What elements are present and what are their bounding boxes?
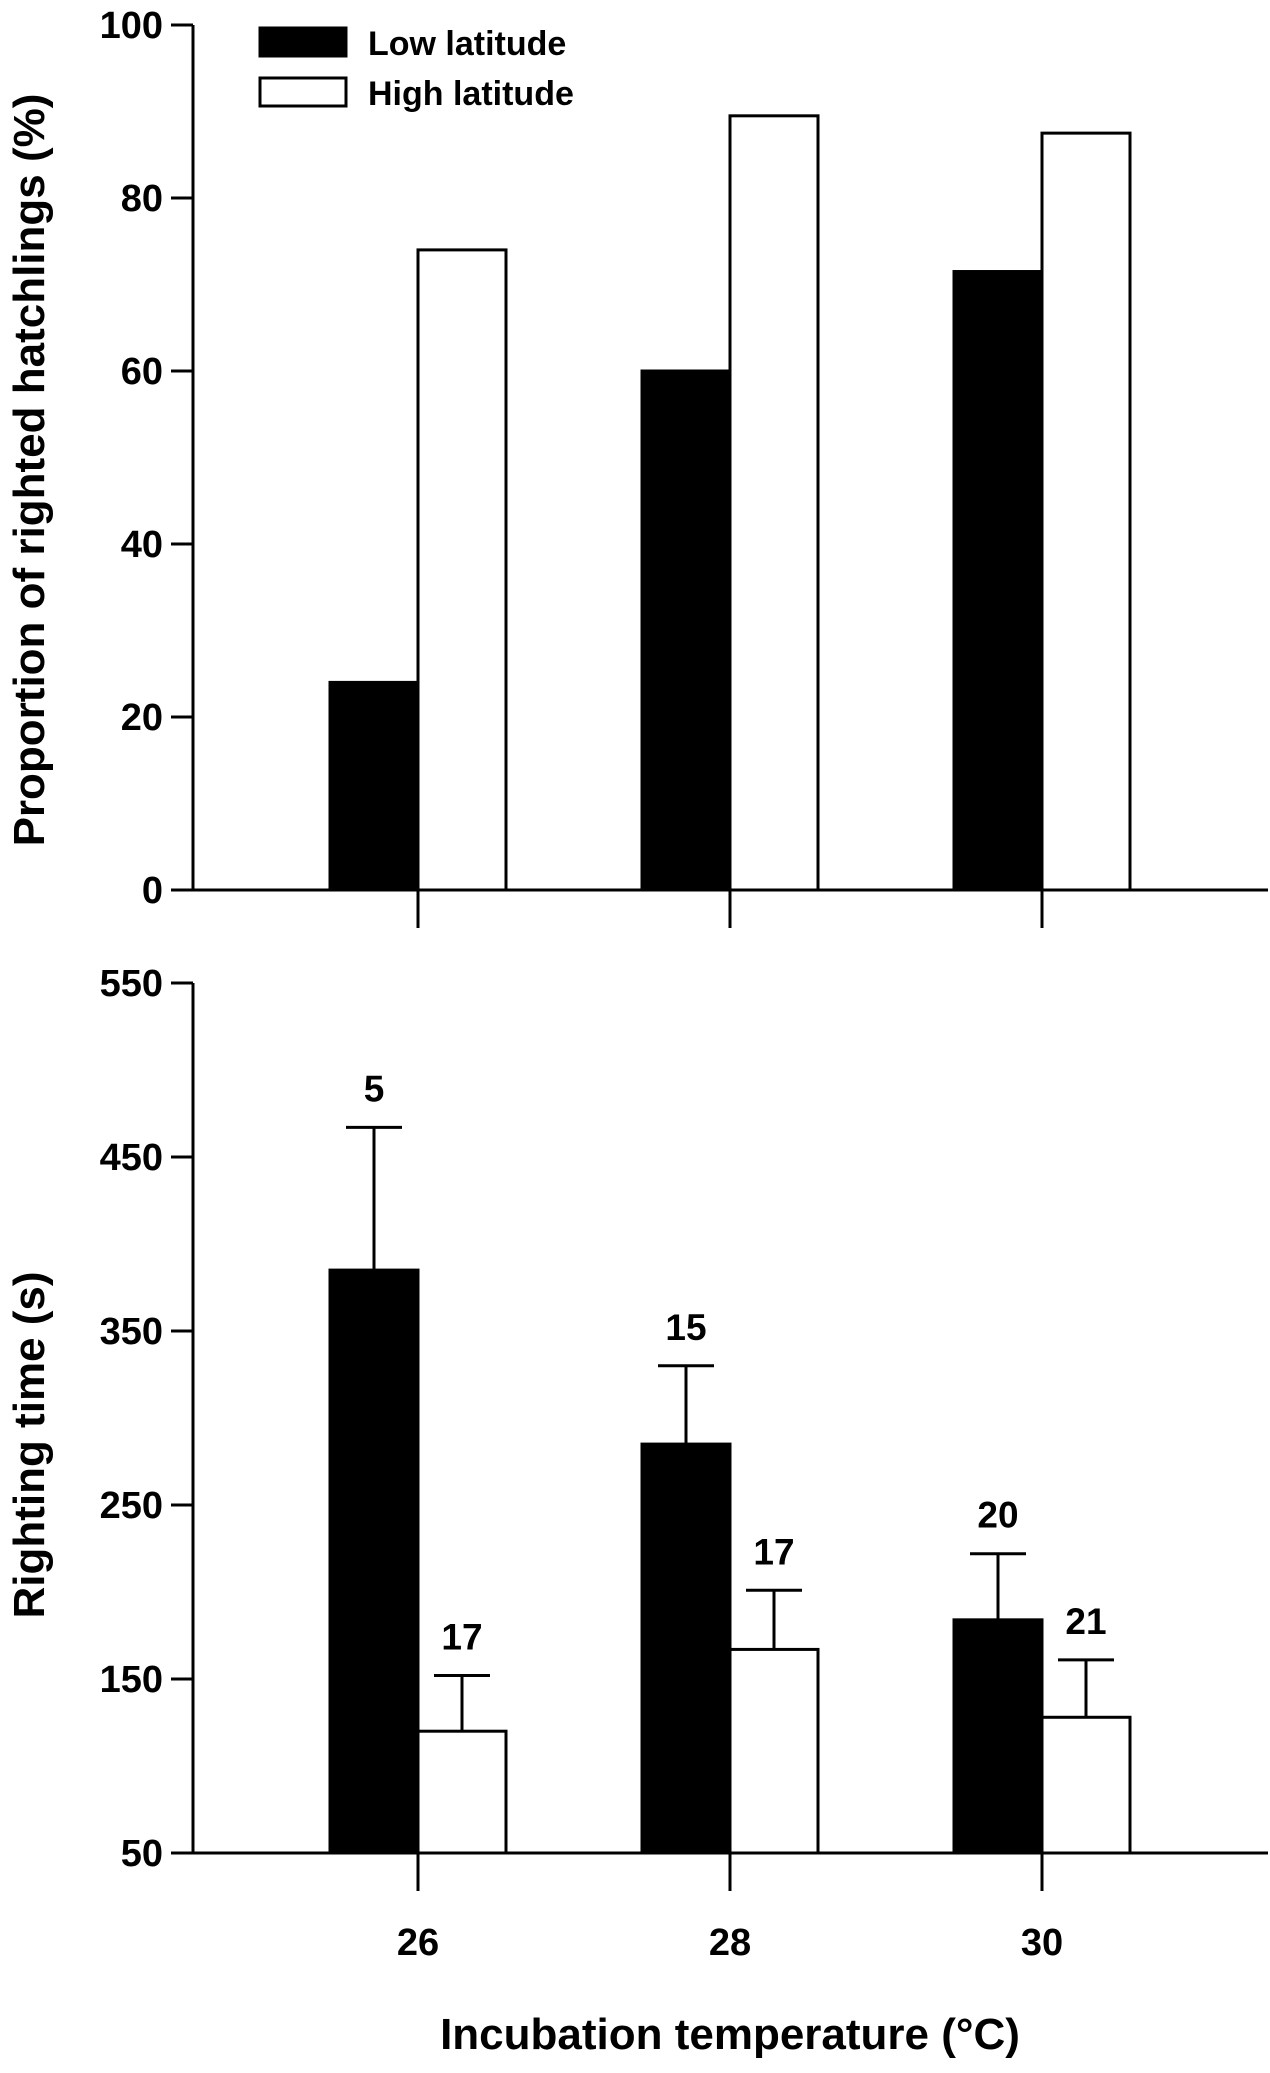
legend-swatch-high-latitude xyxy=(258,76,348,108)
top-bar-high-latitude-28 xyxy=(728,114,820,892)
bottom-data-label-low-latitude-30: 20 xyxy=(977,1495,1018,1536)
bottom-data-label-low-latitude-26: 5 xyxy=(364,1068,385,1109)
legend-label-high-latitude: High latitude xyxy=(368,75,574,113)
top-y-tick-label-80: 80 xyxy=(121,178,163,220)
top-y-tick-label-20: 20 xyxy=(121,697,163,739)
bottom-data-label-high-latitude-30: 21 xyxy=(1065,1601,1106,1642)
top-bar-high-latitude-30 xyxy=(1040,131,1132,892)
bottom-x-tick-label-28: 28 xyxy=(709,1922,751,1964)
bottom-bar-high-latitude-26 xyxy=(416,1729,508,1855)
top-y-tick-label-0: 0 xyxy=(142,870,163,912)
bottom-x-tick-label-30: 30 xyxy=(1021,1922,1063,1964)
bottom-panel: 5 17 15 17 20 21 50 150 250 350 450 550 26 28 30 Righ… xyxy=(5,963,1268,2059)
legend-label-low-latitude: Low latitude xyxy=(368,25,566,63)
bottom-data-label-high-latitude-28: 17 xyxy=(753,1531,794,1572)
bottom-bar-low-latitude-30 xyxy=(952,1618,1044,1855)
bottom-bar-high-latitude-30 xyxy=(1040,1715,1132,1855)
bottom-y-tick-label-450: 450 xyxy=(100,1137,163,1179)
bottom-y-tick-label-550: 550 xyxy=(100,963,163,1005)
top-bars xyxy=(328,114,1132,892)
bottom-y-tick-label-350: 350 xyxy=(100,1311,163,1353)
bottom-x-tick-label-26: 26 xyxy=(397,1922,439,1964)
top-bar-high-latitude-26 xyxy=(416,248,508,892)
top-y-axis-title: Proportion of righted hatchlings (%) xyxy=(5,94,54,847)
bottom-bar-low-latitude-28 xyxy=(640,1442,732,1855)
legend: Low latitude High latitude xyxy=(258,25,574,113)
top-bar-low-latitude-30 xyxy=(952,270,1044,892)
top-y-tick-label-40: 40 xyxy=(121,524,163,566)
bottom-bar-low-latitude-26 xyxy=(328,1268,420,1855)
legend-swatch-low-latitude xyxy=(258,26,348,58)
bottom-y-tick-label-50: 50 xyxy=(121,1833,163,1875)
x-axis-title: Incubation temperature (°C) xyxy=(440,2010,1020,2059)
bottom-y-tick-label-150: 150 xyxy=(100,1659,163,1701)
bottom-axes: 50 150 250 350 450 550 26 28 30 xyxy=(100,963,1268,1964)
top-panel: 0 20 40 60 80 100 Proportion of righted hatch… xyxy=(5,5,1268,928)
bottom-bars: 5 17 15 17 20 21 xyxy=(328,1068,1132,1855)
bottom-bar-high-latitude-28 xyxy=(728,1647,820,1855)
top-bar-low-latitude-28 xyxy=(640,369,732,892)
top-axes: 0 20 40 60 80 100 xyxy=(100,5,1268,928)
bottom-data-label-high-latitude-26: 17 xyxy=(441,1617,482,1658)
top-bar-low-latitude-26 xyxy=(328,680,420,892)
bottom-y-axis-title: Righting time (s) xyxy=(5,1271,54,1618)
top-y-tick-label-100: 100 xyxy=(100,5,163,47)
top-y-tick-label-60: 60 xyxy=(121,351,163,393)
bottom-y-tick-label-250: 250 xyxy=(100,1485,163,1527)
bottom-data-label-low-latitude-28: 15 xyxy=(665,1307,706,1348)
